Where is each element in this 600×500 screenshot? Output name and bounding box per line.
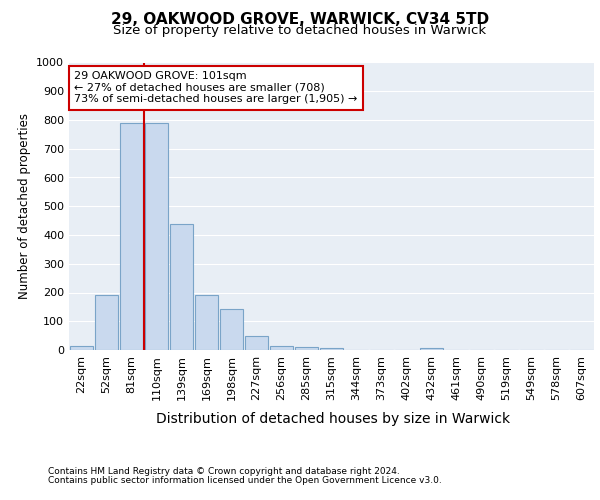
Bar <box>170 224 193 350</box>
Text: Distribution of detached houses by size in Warwick: Distribution of detached houses by size … <box>156 412 510 426</box>
Text: 29, OAKWOOD GROVE, WARWICK, CV34 5TD: 29, OAKWOOD GROVE, WARWICK, CV34 5TD <box>111 12 489 28</box>
Text: Size of property relative to detached houses in Warwick: Size of property relative to detached ho… <box>113 24 487 37</box>
Bar <box>270 346 293 350</box>
Bar <box>195 294 218 350</box>
Y-axis label: Number of detached properties: Number of detached properties <box>17 114 31 299</box>
Bar <box>245 336 268 350</box>
Bar <box>95 294 118 350</box>
Text: 29 OAKWOOD GROVE: 101sqm
← 27% of detached houses are smaller (708)
73% of semi-: 29 OAKWOOD GROVE: 101sqm ← 27% of detach… <box>74 71 358 104</box>
Bar <box>145 123 168 350</box>
Bar <box>220 309 243 350</box>
Text: Contains public sector information licensed under the Open Government Licence v3: Contains public sector information licen… <box>48 476 442 485</box>
Bar <box>420 348 443 350</box>
Bar <box>295 347 318 350</box>
Text: Contains HM Land Registry data © Crown copyright and database right 2024.: Contains HM Land Registry data © Crown c… <box>48 468 400 476</box>
Bar <box>120 123 143 350</box>
Bar <box>70 346 93 350</box>
Bar <box>320 348 343 350</box>
